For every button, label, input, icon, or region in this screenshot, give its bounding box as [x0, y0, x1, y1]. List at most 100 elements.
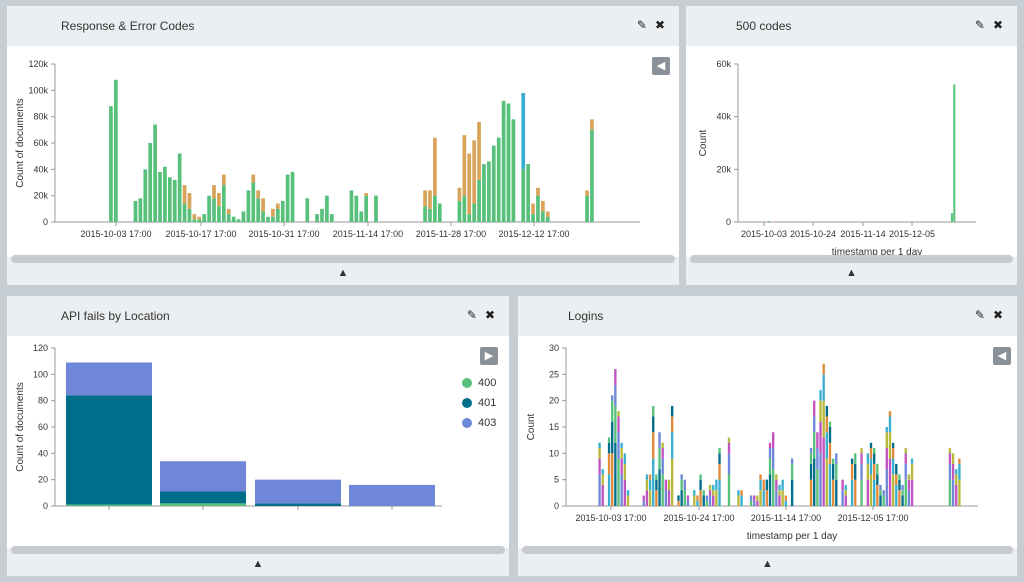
- bar: [813, 416, 816, 433]
- close-icon[interactable]: ✖: [992, 18, 1003, 32]
- bar: [614, 384, 617, 406]
- bar: [598, 474, 601, 506]
- chevron-right-icon[interactable]: ▶: [480, 347, 498, 365]
- bar: [809, 463, 813, 480]
- y-tick-label: 40k: [716, 112, 731, 122]
- bar: [667, 490, 671, 506]
- bar: [231, 216, 236, 222]
- y-tick-label: 60: [38, 422, 48, 432]
- bar: [718, 448, 721, 454]
- pencil-icon[interactable]: ✎: [466, 308, 477, 322]
- legend-dot: [462, 418, 472, 428]
- chevron-up-icon[interactable]: ▲: [337, 267, 349, 279]
- bar: [888, 416, 892, 433]
- bar: [686, 500, 690, 506]
- y-axis-label: Count: [698, 129, 709, 156]
- logins-panel: Logins ✎ ✖ 0 5 10 15 20 25 30 Count timestamp per…: [518, 296, 1017, 576]
- bar: [138, 198, 143, 222]
- bar: [167, 177, 172, 222]
- bar: [885, 448, 888, 470]
- bar: [590, 129, 594, 222]
- chevron-up-icon[interactable]: ▲: [252, 558, 264, 570]
- y-tick-label: 120: [33, 343, 48, 353]
- bar: [828, 427, 832, 443]
- bar: [737, 490, 740, 496]
- bar: [819, 421, 822, 454]
- chevron-left-icon[interactable]: ◀: [652, 57, 670, 75]
- bar: [950, 212, 953, 222]
- bar: [835, 453, 838, 464]
- bar: [831, 458, 835, 464]
- bar: [873, 463, 876, 480]
- pencil-icon[interactable]: ✎: [636, 18, 647, 32]
- bar: [255, 503, 341, 506]
- bar: [246, 190, 251, 222]
- legend-label: 401: [478, 397, 497, 409]
- scrollbar[interactable]: [11, 255, 675, 263]
- response-codes-panel: Response & Error Codes ✎ ✖ 0 20k 40k 60k 80k 1…: [7, 6, 679, 285]
- bar: [271, 208, 275, 217]
- bar: [778, 490, 781, 496]
- bar: [526, 164, 530, 222]
- bar: [315, 214, 319, 222]
- bar: [648, 490, 652, 506]
- bar: [626, 490, 630, 496]
- bar: [844, 490, 847, 496]
- bar: [617, 458, 620, 506]
- bar: [536, 195, 540, 222]
- bar: [904, 479, 907, 506]
- close-icon[interactable]: ✖: [484, 308, 495, 322]
- legend-item-401[interactable]: 401: [462, 397, 496, 409]
- bar: [790, 463, 794, 480]
- legend-item-403[interactable]: 403: [462, 417, 496, 429]
- bar: [598, 442, 601, 449]
- bar: [860, 463, 863, 480]
- bar: [951, 453, 955, 464]
- scrollbar[interactable]: [11, 546, 505, 554]
- bar: [545, 216, 550, 222]
- bar: [948, 453, 952, 464]
- bar: [958, 479, 961, 506]
- bar: [197, 219, 202, 222]
- bar: [869, 448, 873, 459]
- bar: [778, 484, 781, 491]
- bar: [907, 490, 911, 506]
- chevron-up-icon[interactable]: ▲: [846, 267, 857, 279]
- bar: [866, 479, 870, 506]
- bar: [642, 500, 645, 506]
- bar: [652, 432, 655, 459]
- bar: [768, 458, 772, 475]
- close-icon[interactable]: ✖: [992, 308, 1003, 322]
- bar: [536, 187, 540, 196]
- pencil-icon[interactable]: ✎: [974, 18, 985, 32]
- scrollbar[interactable]: [690, 255, 1013, 263]
- bar: [620, 474, 623, 506]
- close-icon[interactable]: ✖: [654, 18, 665, 32]
- bar: [831, 463, 835, 480]
- bar: [457, 187, 462, 201]
- bar: [891, 458, 895, 475]
- bar: [958, 458, 961, 464]
- legend-item-400[interactable]: 400: [462, 377, 496, 389]
- pencil-icon[interactable]: ✎: [974, 308, 985, 322]
- scrollbar[interactable]: [522, 546, 1013, 554]
- bar: [901, 490, 904, 496]
- bar: [217, 193, 221, 207]
- bar: [882, 490, 885, 496]
- api-fails-panel: API fails by Location ✎ ✖ 0 20 40 60 80 100 120…: [7, 296, 509, 576]
- bar: [109, 106, 113, 222]
- bar: [885, 469, 888, 506]
- bar: [844, 484, 847, 491]
- x-tick-label: 2015-12-05: [889, 229, 935, 239]
- y-tick-label: 0: [43, 217, 48, 227]
- bar: [266, 216, 270, 222]
- bar: [860, 453, 863, 464]
- bar: [835, 479, 838, 506]
- bar: [251, 182, 256, 222]
- bar: [958, 463, 961, 480]
- bar: [727, 437, 731, 443]
- bar: [727, 453, 731, 475]
- bar: [705, 495, 709, 501]
- chevron-up-icon[interactable]: ▲: [762, 558, 773, 570]
- chevron-left-icon[interactable]: ◀: [993, 347, 1011, 365]
